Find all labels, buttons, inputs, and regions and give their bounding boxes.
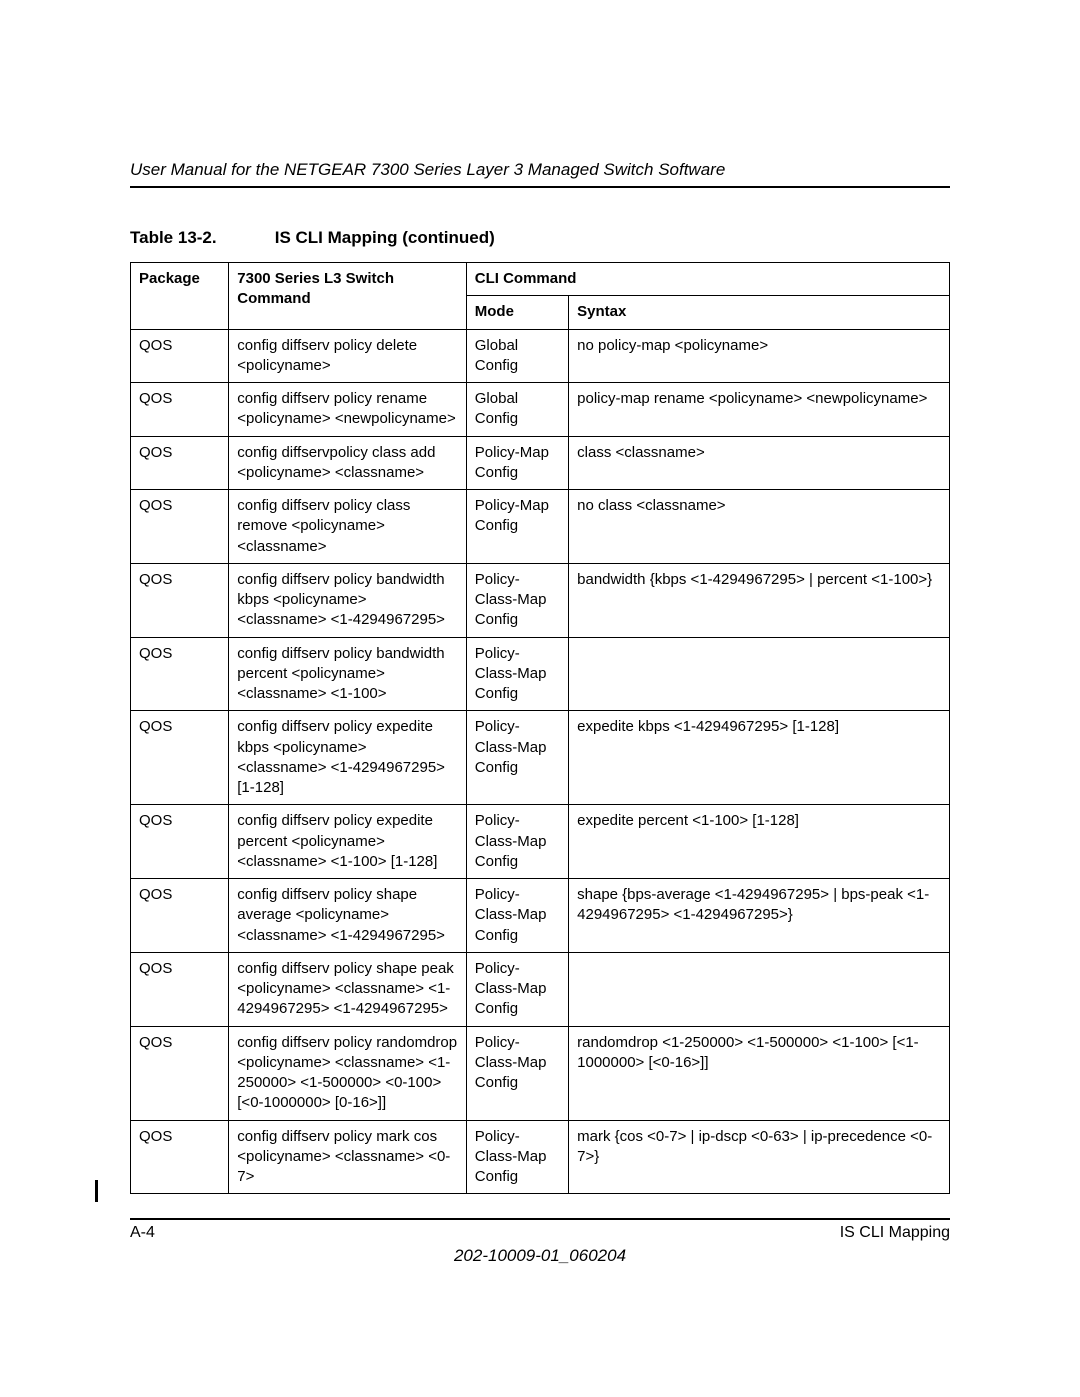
cell-mode: Global Config xyxy=(466,329,568,383)
cell-cmd: config diffserv policy expedite kbps <po… xyxy=(229,711,467,805)
cell-package: QOS xyxy=(131,805,229,879)
cell-mode: Policy-Class-Map Config xyxy=(466,637,568,711)
table-row: QOSconfig diffserv policy randomdrop <po… xyxy=(131,1026,950,1120)
th-package: Package xyxy=(131,263,229,330)
cell-syntax: class <classname> xyxy=(569,436,950,490)
cell-syntax: no policy-map <policyname> xyxy=(569,329,950,383)
cell-mode: Policy-Class-Map Config xyxy=(466,805,568,879)
cell-syntax: expedite kbps <1-4294967295> [1-128] xyxy=(569,711,950,805)
cell-package: QOS xyxy=(131,329,229,383)
table-row: QOSconfig diffserv policy mark cos <poli… xyxy=(131,1120,950,1194)
change-bar-icon xyxy=(95,1180,98,1202)
cell-syntax: bandwidth {kbps <1-4294967295> | percent… xyxy=(569,563,950,637)
cell-cmd: config diffserv policy mark cos <policyn… xyxy=(229,1120,467,1194)
cell-package: QOS xyxy=(131,637,229,711)
cell-cmd: config diffserv policy shape peak <polic… xyxy=(229,952,467,1026)
cell-package: QOS xyxy=(131,711,229,805)
cell-syntax xyxy=(569,952,950,1026)
th-mode: Mode xyxy=(466,296,568,329)
cell-package: QOS xyxy=(131,952,229,1026)
table-row: QOSconfig diffserv policy rename <policy… xyxy=(131,383,950,437)
th-series-cmd: 7300 Series L3 Switch Command xyxy=(229,263,467,330)
cell-package: QOS xyxy=(131,436,229,490)
cell-syntax: mark {cos <0-7> | ip-dscp <0-63> | ip-pr… xyxy=(569,1120,950,1194)
cell-syntax xyxy=(569,637,950,711)
cell-mode: Policy-Class-Map Config xyxy=(466,1120,568,1194)
cell-package: QOS xyxy=(131,879,229,953)
cell-package: QOS xyxy=(131,490,229,564)
document-title: User Manual for the NETGEAR 7300 Series … xyxy=(130,160,950,188)
table-body: QOSconfig diffserv policy delete <policy… xyxy=(131,329,950,1194)
table-row: QOSconfig diffserv policy bandwidth perc… xyxy=(131,637,950,711)
cell-package: QOS xyxy=(131,563,229,637)
document-number: 202-10009-01_060204 xyxy=(130,1246,950,1266)
cell-cmd: config diffserv policy class remove <pol… xyxy=(229,490,467,564)
cell-cmd: config diffserv policy shape average <po… xyxy=(229,879,467,953)
cell-mode: Global Config xyxy=(466,383,568,437)
table-header-row-1: Package 7300 Series L3 Switch Command CL… xyxy=(131,263,950,296)
table-row: QOSconfig diffserv policy shape peak <po… xyxy=(131,952,950,1026)
th-cli-command: CLI Command xyxy=(466,263,949,296)
cell-cmd: config diffserv policy randomdrop <polic… xyxy=(229,1026,467,1120)
cell-syntax: expedite percent <1-100> [1-128] xyxy=(569,805,950,879)
cell-cmd: config diffserv policy delete <policynam… xyxy=(229,329,467,383)
cell-cmd: config diffserv policy expedite percent … xyxy=(229,805,467,879)
table-head: Package 7300 Series L3 Switch Command CL… xyxy=(131,263,950,330)
cell-package: QOS xyxy=(131,1026,229,1120)
cell-cmd: config diffserv policy bandwidth percent… xyxy=(229,637,467,711)
cell-mode: Policy-Class-Map Config xyxy=(466,1026,568,1120)
table-caption-title: IS CLI Mapping (continued) xyxy=(275,228,495,247)
footer-left: A-4 xyxy=(130,1224,155,1242)
cell-mode: Policy-Class-Map Config xyxy=(466,711,568,805)
cell-cmd: config diffservpolicy class add <policyn… xyxy=(229,436,467,490)
table-caption-label: Table 13-2. xyxy=(130,228,270,248)
table-row: QOSconfig diffserv policy delete <policy… xyxy=(131,329,950,383)
table-caption: Table 13-2. IS CLI Mapping (continued) xyxy=(130,228,950,248)
table-row: QOSconfig diffserv policy expedite perce… xyxy=(131,805,950,879)
cell-syntax: policy-map rename <policyname> <newpolic… xyxy=(569,383,950,437)
cell-mode: Policy-Class-Map Config xyxy=(466,879,568,953)
page-footer: A-4 IS CLI Mapping xyxy=(130,1218,950,1242)
th-syntax: Syntax xyxy=(569,296,950,329)
footer-right: IS CLI Mapping xyxy=(840,1224,950,1242)
cell-syntax: no class <classname> xyxy=(569,490,950,564)
cell-package: QOS xyxy=(131,1120,229,1194)
cell-mode: Policy-Map Config xyxy=(466,490,568,564)
cell-syntax: randomdrop <1-250000> <1-500000> <1-100>… xyxy=(569,1026,950,1120)
table-row: QOSconfig diffservpolicy class add <poli… xyxy=(131,436,950,490)
table-row: QOSconfig diffserv policy expedite kbps … xyxy=(131,711,950,805)
cell-package: QOS xyxy=(131,383,229,437)
table-row: QOSconfig diffserv policy class remove <… xyxy=(131,490,950,564)
cell-syntax: shape {bps-average <1-4294967295> | bps-… xyxy=(569,879,950,953)
cell-mode: Policy-Class-Map Config xyxy=(466,563,568,637)
table-row: QOSconfig diffserv policy shape average … xyxy=(131,879,950,953)
cell-cmd: config diffserv policy bandwidth kbps <p… xyxy=(229,563,467,637)
table-row: QOSconfig diffserv policy bandwidth kbps… xyxy=(131,563,950,637)
cli-mapping-table: Package 7300 Series L3 Switch Command CL… xyxy=(130,262,950,1194)
cell-cmd: config diffserv policy rename <policynam… xyxy=(229,383,467,437)
cell-mode: Policy-Class-Map Config xyxy=(466,952,568,1026)
cell-mode: Policy-Map Config xyxy=(466,436,568,490)
document-page: User Manual for the NETGEAR 7300 Series … xyxy=(0,0,1080,1397)
